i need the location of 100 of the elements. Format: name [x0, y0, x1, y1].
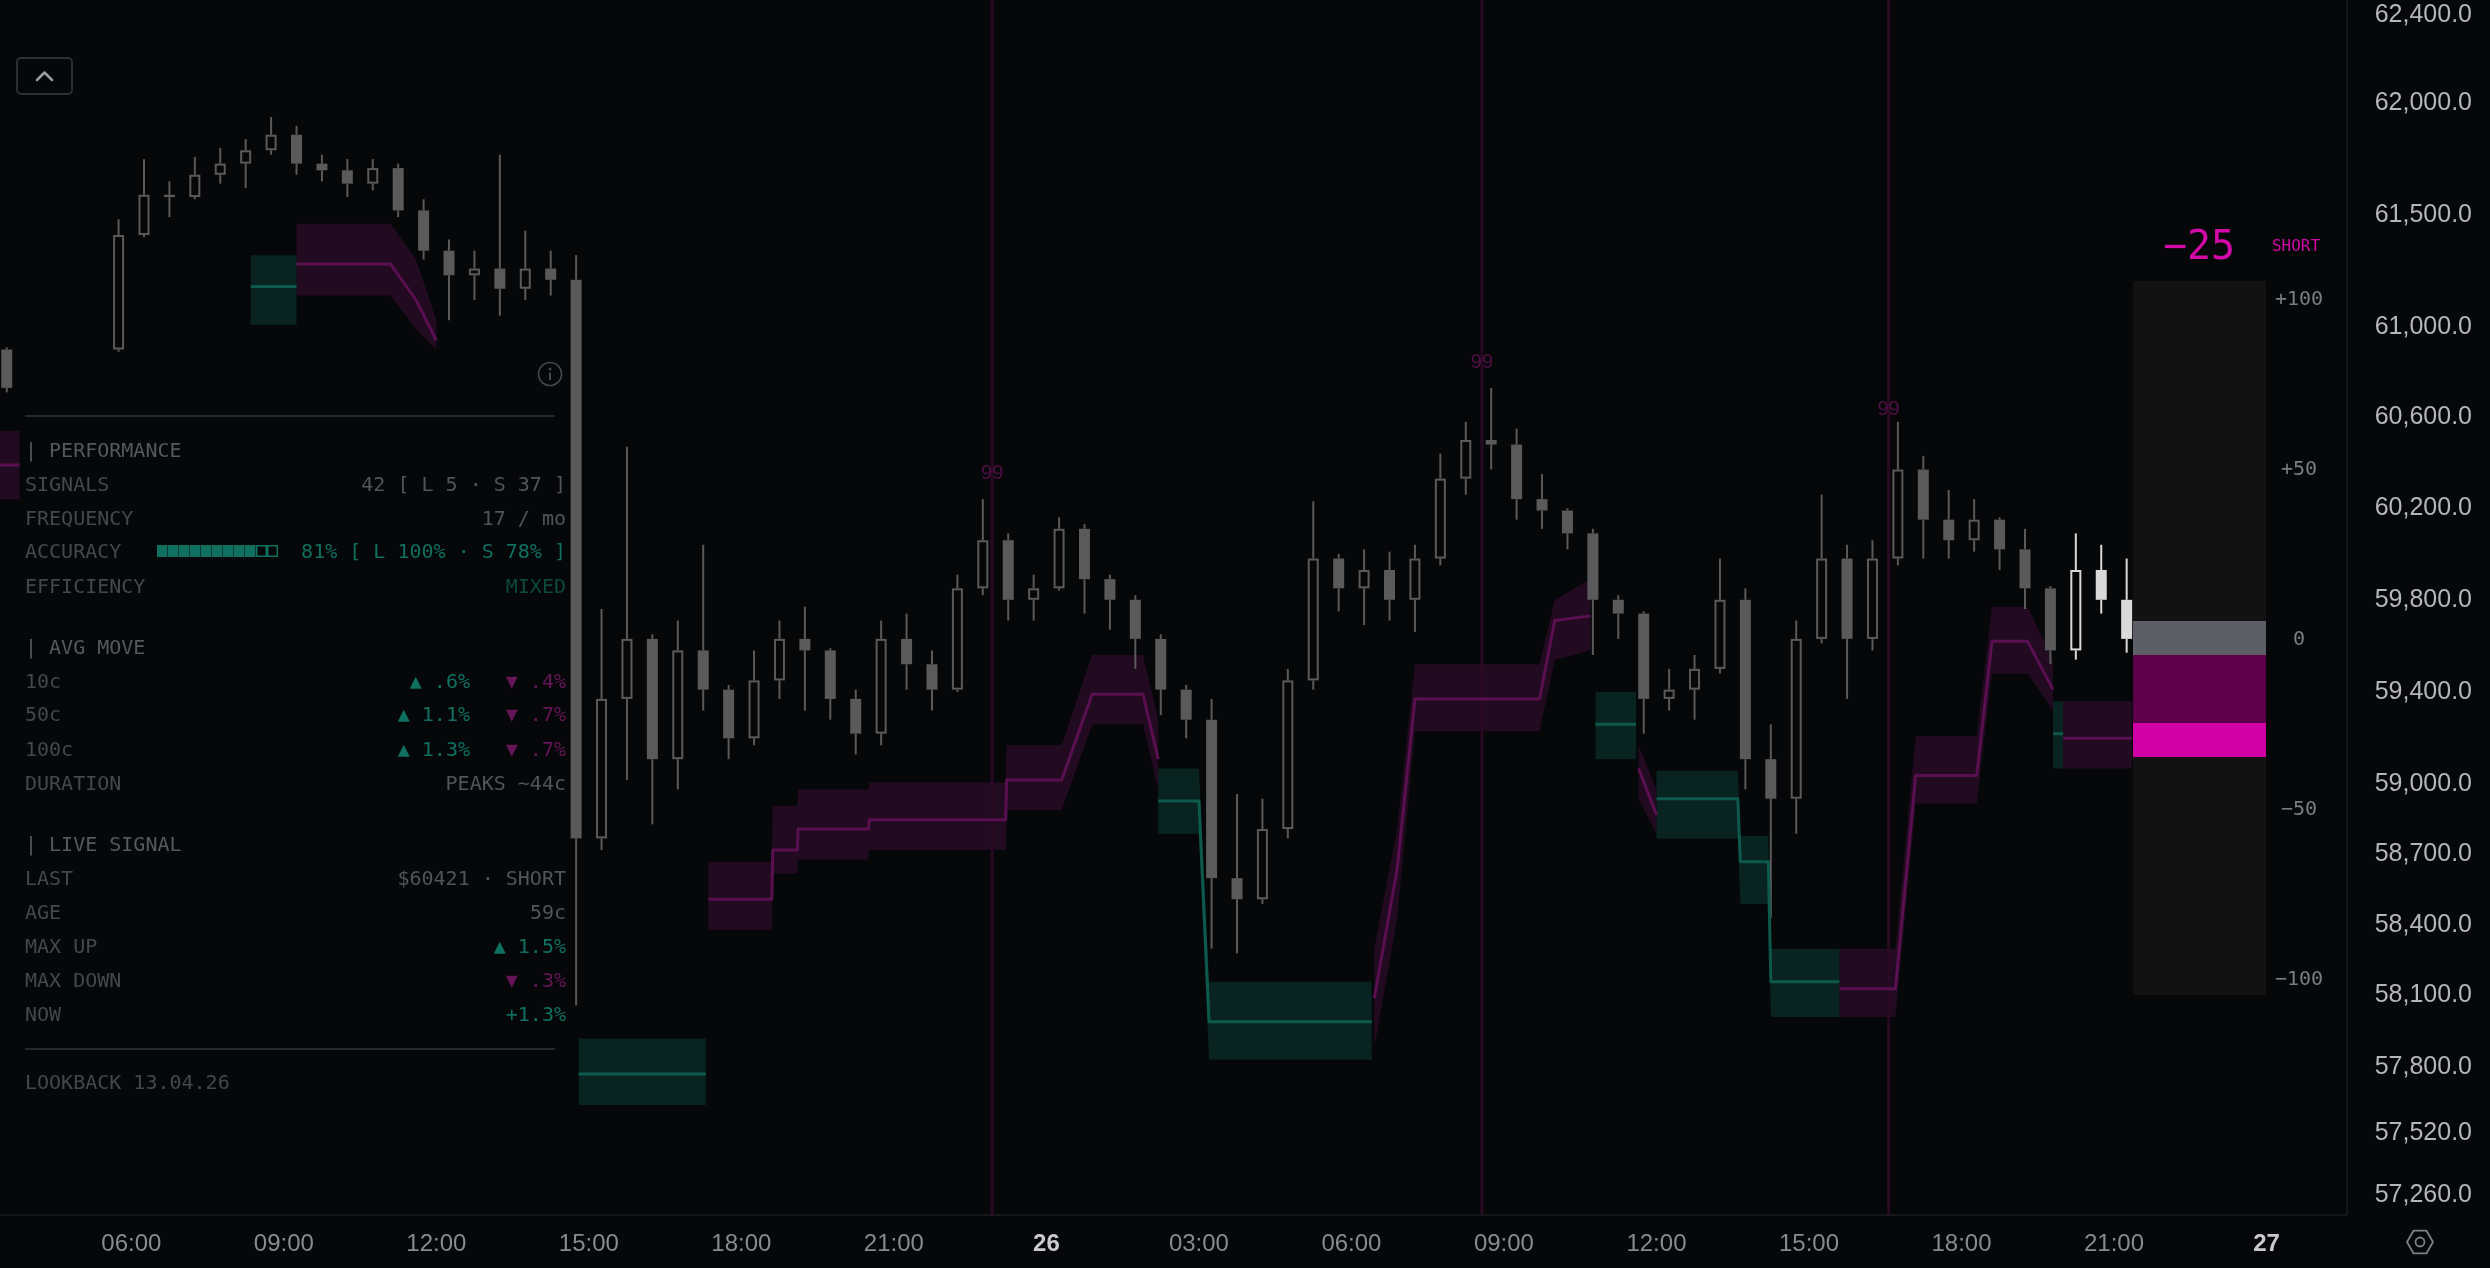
annotation: 42 [ L 5 · S 37 ]	[361, 472, 566, 496]
candlestick	[1866, 539, 1878, 652]
y-tick-label: −100	[2274, 966, 2324, 990]
candlestick	[1129, 594, 1141, 670]
candlestick	[1409, 543, 1421, 633]
y-tick-label: 57,800.0	[2374, 1050, 2472, 1079]
x-tick-label: 12:00	[1626, 1228, 1687, 1256]
y-tick-label: 0	[2292, 626, 2306, 650]
candlestick	[519, 229, 531, 301]
x-tick-label: 26	[1033, 1228, 1060, 1256]
y-tick-label: 62,000.0	[2374, 87, 2472, 116]
y-tick-label: 61,000.0	[2374, 310, 2472, 339]
annotation: ▼ .4%	[505, 669, 566, 693]
candlestick	[316, 153, 328, 183]
candlestick	[1307, 500, 1319, 691]
candlestick	[1739, 587, 1751, 791]
candlestick	[1612, 594, 1624, 640]
candlestick	[1765, 723, 1777, 920]
annotation: | AVG MOVE	[25, 635, 146, 659]
annotation: MIXED	[505, 574, 566, 598]
candlestick	[748, 649, 760, 747]
candlestick	[1333, 552, 1345, 613]
candlestick	[1002, 532, 1014, 622]
annotation: ▼ .3%	[505, 968, 566, 992]
candlestick	[1790, 619, 1802, 835]
annotation: | LIVE SIGNAL	[25, 832, 182, 856]
candlestick	[596, 607, 608, 852]
y-tick-label: 59,000.0	[2374, 768, 2472, 797]
annotation: ▼ .7%	[505, 702, 566, 726]
annotation: 99	[1877, 397, 1900, 420]
x-tick-label: 06:00	[1321, 1228, 1382, 1256]
annotation: AGE	[25, 900, 62, 924]
x-tick-label: 09:00	[253, 1228, 314, 1256]
x-tick-label: 15:00	[1778, 1228, 1839, 1256]
annotation: | PERFORMANCE	[25, 438, 182, 462]
candlestick	[1917, 454, 1929, 560]
candlestick	[1968, 498, 1980, 553]
candlestick	[1841, 543, 1853, 700]
x-tick-label: 03:00	[1168, 1228, 1229, 1256]
annotation: MAX DOWN	[25, 968, 122, 992]
y-tick-label: 57,260.0	[2374, 1179, 2472, 1208]
candlestick	[1689, 654, 1701, 721]
candlestick	[1485, 386, 1497, 471]
annotation: 99	[981, 460, 1004, 483]
candlestick	[1638, 610, 1650, 735]
annotation: ▲ 1.3%	[397, 737, 470, 761]
y-tick-label: 57,520.0	[2374, 1117, 2472, 1146]
candlestick	[1358, 548, 1370, 627]
candlestick	[1206, 697, 1218, 950]
candlestick	[799, 605, 811, 712]
candlestick	[265, 116, 277, 156]
candlestick	[1663, 667, 1675, 712]
annotation: ▲ 1.5%	[493, 934, 566, 958]
annotation: ▼ .7%	[505, 737, 566, 761]
candlestick	[723, 684, 735, 761]
y-tick-label: 62,400.0	[2374, 0, 2472, 28]
annotation: 17 / mo	[481, 506, 566, 530]
candlestick	[1256, 797, 1268, 905]
candlestick	[138, 158, 150, 239]
candlestick	[1943, 489, 1955, 560]
annotation: MAX UP	[25, 934, 98, 958]
annotation: −25	[2162, 222, 2236, 268]
y-tick-label: 61,500.0	[2374, 198, 2472, 227]
candlestick	[214, 147, 226, 185]
candlestick	[621, 445, 633, 782]
annotation: 81% [ L 100% · S 78% ]	[301, 539, 566, 563]
annotation: 59c	[529, 900, 566, 924]
annotation: NOW	[25, 1002, 62, 1026]
annotation: 99	[1470, 349, 1494, 372]
bar	[2133, 723, 2266, 757]
candlestick	[1536, 473, 1548, 530]
candlestick	[773, 619, 785, 700]
candlestick	[494, 153, 506, 317]
x-tick-label: 18:00	[1931, 1228, 1992, 1256]
annotation: PEAKS ~44c	[445, 771, 566, 795]
annotation: LAST	[25, 866, 74, 890]
y-tick-label: 58,400.0	[2374, 908, 2472, 937]
y-tick-label: 59,800.0	[2374, 583, 2472, 612]
annotation: +1.3%	[505, 1002, 566, 1026]
candlestick	[850, 688, 862, 756]
annotation: 10c	[25, 669, 62, 693]
annotation: LOOKBACK 13.04.26	[25, 1070, 230, 1094]
x-tick-label: 15:00	[558, 1228, 619, 1256]
candlestick	[570, 254, 582, 1007]
candlestick	[1231, 793, 1243, 955]
y-tick-label: 59,400.0	[2374, 675, 2472, 704]
candlestick	[189, 155, 201, 201]
annotation: SIGNALS	[25, 472, 110, 496]
candlestick	[2019, 527, 2031, 610]
x-tick-label: 21:00	[2083, 1228, 2145, 1256]
y-tick-label: 58,700.0	[2374, 838, 2472, 867]
annotation: EFFICIENCY	[25, 574, 146, 598]
candlestick	[1078, 523, 1090, 615]
candlestick	[341, 158, 353, 199]
annotation: ▲ 1.1%	[397, 702, 470, 726]
annotation: DURATION	[25, 771, 122, 795]
candlestick	[1511, 427, 1523, 521]
candlestick	[926, 649, 938, 712]
candlestick	[875, 619, 887, 747]
candlestick	[697, 543, 709, 712]
